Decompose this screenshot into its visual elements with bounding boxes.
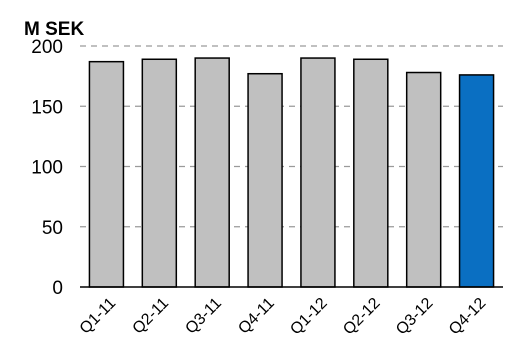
x-axis-ticks: Q1-11 Q2-11 Q3-11 Q4-11 Q1-12 Q2-12 Q3-12 Q4-12: [77, 295, 490, 339]
x-tick-label: Q3-12: [393, 295, 437, 339]
bar: [194, 57, 230, 288]
x-tick-label: Q2-12: [340, 295, 384, 339]
x-tick-label: Q1-11: [77, 295, 120, 338]
bars: [88, 57, 495, 288]
x-tick-label: Q3-11: [182, 295, 225, 338]
y-tick-label: 100: [31, 158, 63, 179]
y-tick-label: 50: [42, 218, 63, 239]
bar: [405, 71, 442, 288]
bar: [300, 57, 336, 288]
bar: [353, 58, 389, 288]
bar: [458, 74, 495, 288]
bar: [88, 60, 125, 288]
bar: [141, 58, 178, 288]
y-tick-label: 150: [31, 97, 63, 118]
y-tick-label: 0: [52, 278, 63, 299]
x-tick-label: Q4-12: [446, 295, 490, 339]
y-axis-unit-label: M SEK: [24, 19, 84, 40]
x-tick-label: Q2-11: [130, 295, 173, 338]
bar: [247, 72, 283, 288]
x-tick-label: Q4-11: [235, 295, 278, 338]
y-tick-label: 200: [31, 37, 63, 58]
x-tick-label: Q1-12: [287, 295, 331, 339]
y-axis-ticks: 0 50 100 150 200: [31, 37, 63, 299]
